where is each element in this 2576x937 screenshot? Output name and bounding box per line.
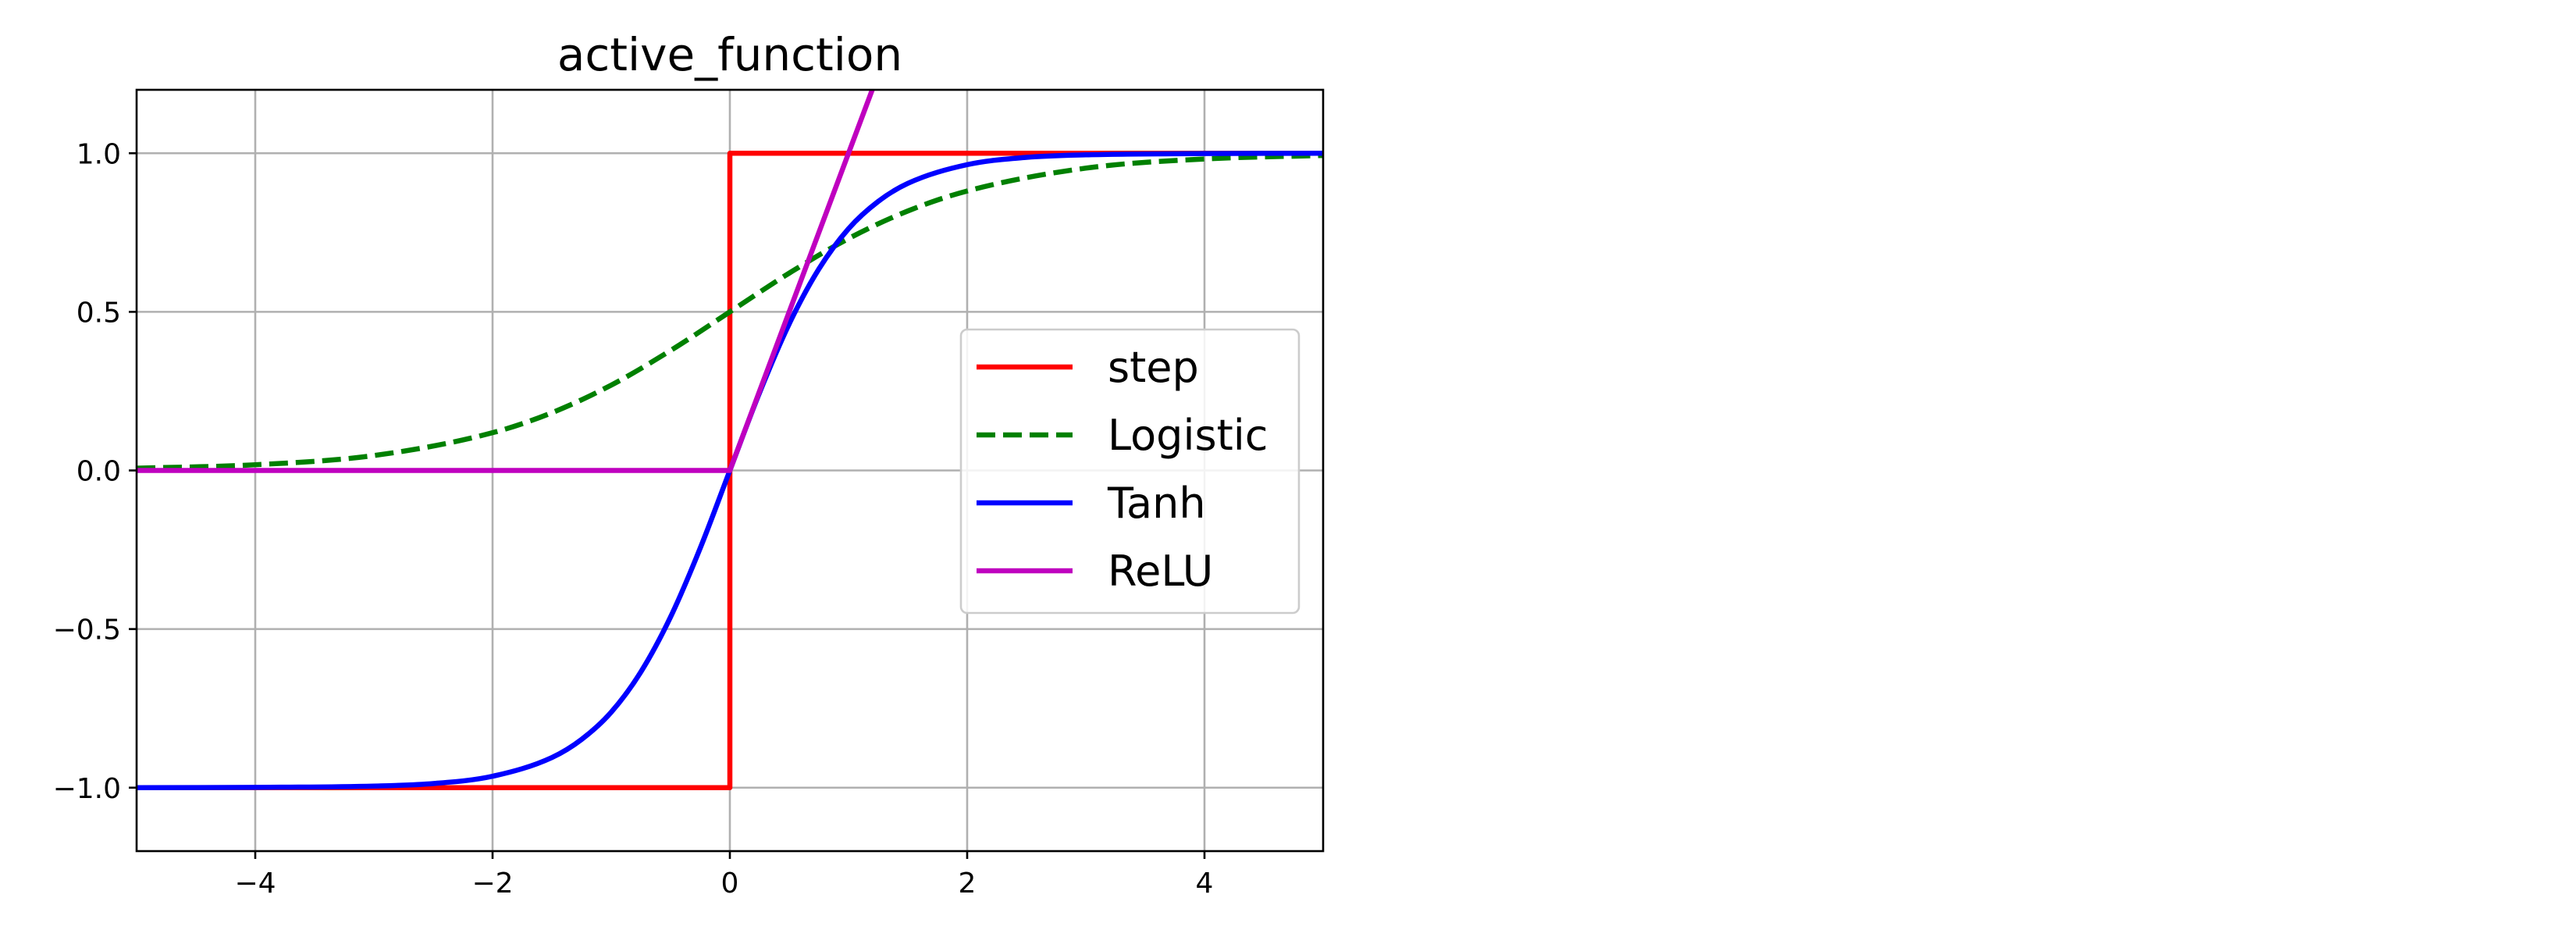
legend-label-tanh: Tanh bbox=[1107, 479, 1206, 528]
x-tick-label: 0 bbox=[721, 868, 739, 900]
legend-label-relu: ReLU bbox=[1108, 547, 1213, 596]
axis-ticks: −4 −2 0 2 4 −1.0 −0.5 0.0 0.5 1.0 bbox=[53, 138, 1214, 900]
series-line-relu bbox=[137, 90, 875, 473]
chart-title: active_function bbox=[557, 28, 902, 81]
series-line-logistic bbox=[137, 152, 1323, 471]
legend-label-logistic: Logistic bbox=[1108, 411, 1268, 460]
legend-box bbox=[959, 328, 1300, 615]
x-tick-label: −2 bbox=[471, 868, 513, 900]
y-tick-label: −0.5 bbox=[53, 615, 121, 647]
y-tick-label: −1.0 bbox=[53, 773, 121, 805]
x-tick-label: −4 bbox=[234, 868, 276, 900]
y-tick-label: 0.0 bbox=[76, 456, 121, 488]
y-tick-label: 0.5 bbox=[76, 297, 121, 329]
series-lines bbox=[137, 90, 1323, 790]
x-tick-label: 4 bbox=[1196, 868, 1214, 900]
y-tick-label: 1.0 bbox=[76, 138, 121, 170]
x-tick-label: 2 bbox=[959, 868, 977, 900]
legend: step Logistic Tanh ReLU bbox=[959, 328, 1300, 615]
legend-label-step: step bbox=[1108, 343, 1199, 392]
